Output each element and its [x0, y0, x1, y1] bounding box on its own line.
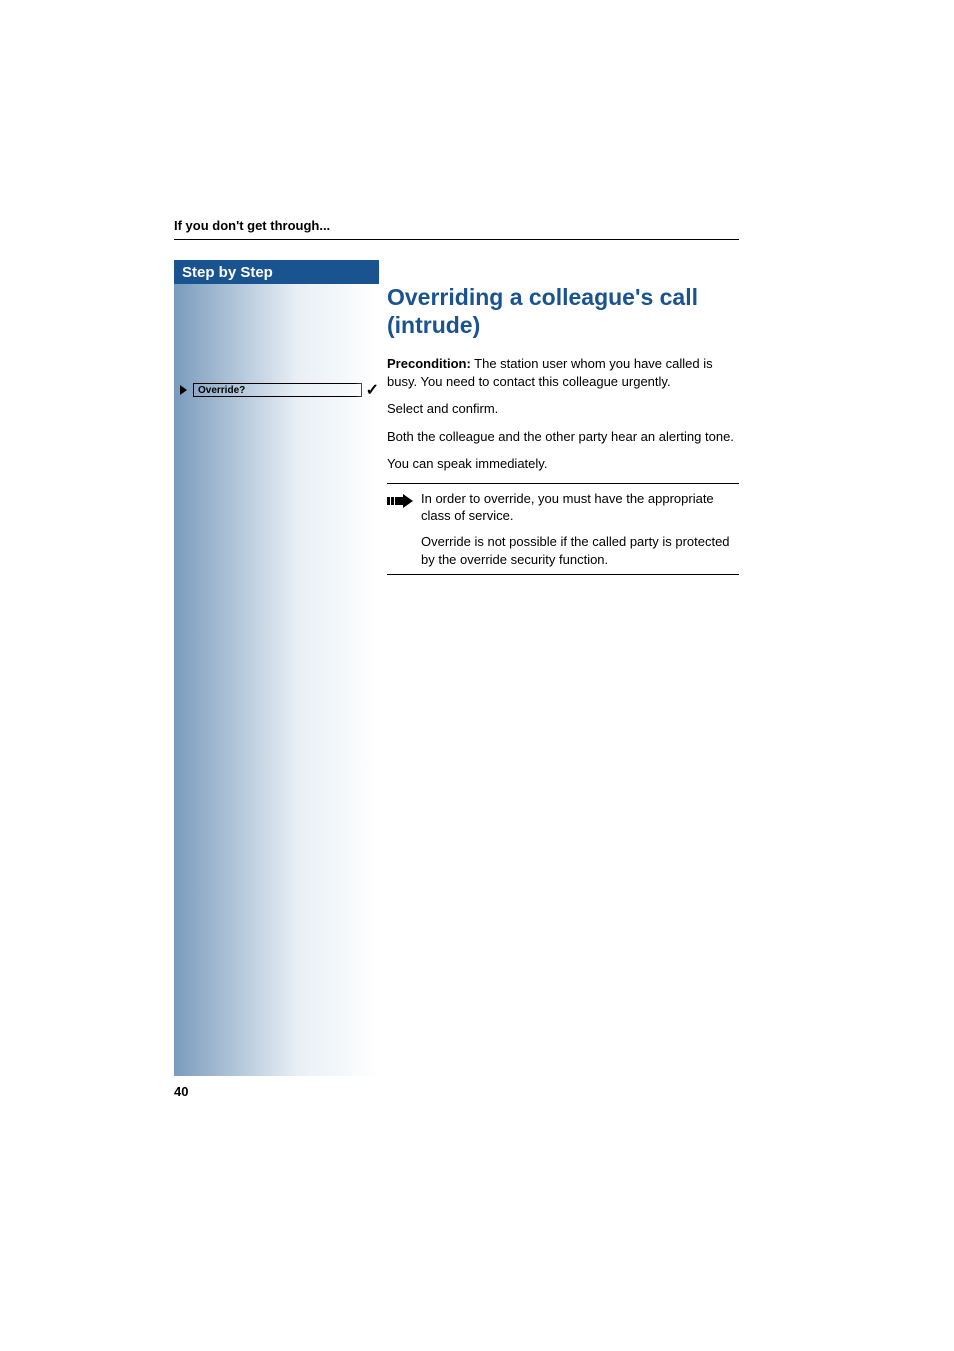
step-select-confirm: Select and confirm. — [387, 400, 739, 418]
note-block: In order to override, you must have the … — [387, 483, 739, 575]
display-prompt-row: Override? ✓ — [180, 382, 379, 398]
sidebar: Step by Step Override? ✓ — [174, 260, 379, 1076]
sidebar-title: Step by Step — [174, 260, 379, 284]
note-text: In order to override, you must have the … — [421, 490, 739, 568]
page-number: 40 — [174, 1084, 188, 1099]
note-arrow-icon — [387, 490, 421, 568]
precondition-paragraph: Precondition: The station user whom you … — [387, 355, 739, 390]
note-line-2: Override is not possible if the called p… — [421, 533, 739, 568]
display-prompt: Override? — [193, 383, 362, 397]
running-header: If you don't get through... — [174, 218, 739, 240]
main-content: Overriding a colleague's call (intrude) … — [379, 260, 739, 1076]
content-row: Step by Step Override? ✓ Overriding a co… — [174, 260, 739, 1076]
step-speak: You can speak immediately. — [387, 455, 739, 473]
note-line-1: In order to override, you must have the … — [421, 490, 739, 525]
step-alerting-tone: Both the colleague and the other party h… — [387, 428, 739, 446]
sidebar-body: Override? ✓ — [174, 284, 379, 1076]
confirm-check-icon: ✓ — [366, 380, 379, 400]
section-heading: Overriding a colleague's call (intrude) — [387, 284, 739, 339]
precondition-label: Precondition: — [387, 356, 471, 371]
select-arrow-icon — [180, 385, 187, 395]
